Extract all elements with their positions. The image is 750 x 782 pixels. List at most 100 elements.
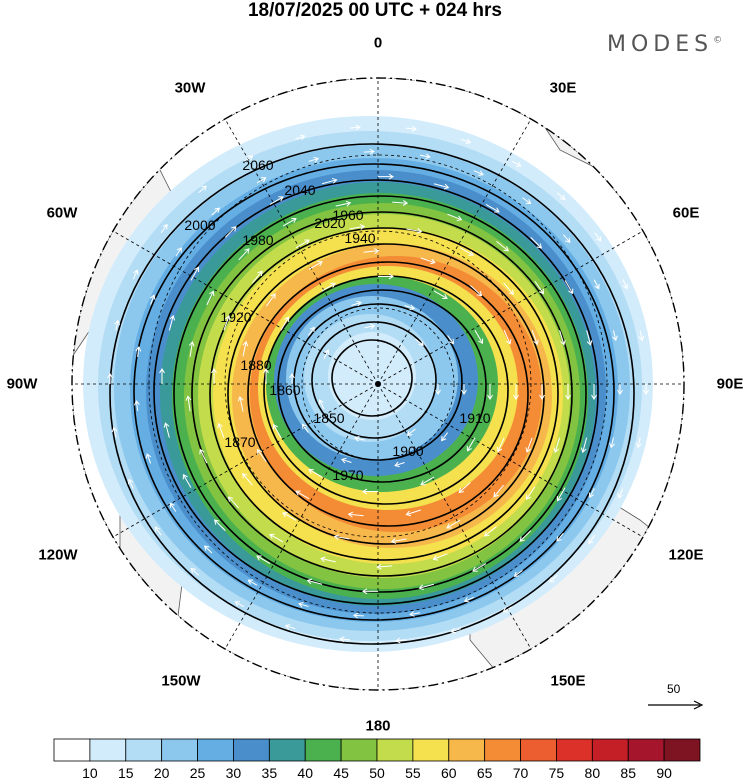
wind-arrow	[564, 280, 573, 294]
map-border	[71, 77, 685, 691]
wind-arrow-head	[533, 339, 539, 346]
wind-arrow-head	[176, 247, 182, 253]
wind-arrow-head	[306, 578, 313, 585]
contour-label: 2000	[184, 217, 215, 233]
wind-arrow	[589, 488, 595, 498]
wind-arrow	[405, 127, 417, 130]
wind-arrow	[394, 462, 405, 467]
wind-arrow	[588, 534, 596, 544]
wind-arrow	[308, 158, 319, 162]
wind-arrow-head	[318, 399, 324, 405]
wind-arrow-head	[289, 373, 295, 379]
wind-arrow-head	[309, 326, 315, 333]
wind-arrow	[467, 437, 476, 452]
wind-arrow-head	[635, 442, 642, 449]
wind-arrow-head	[159, 368, 165, 374]
wind-arrow-head	[362, 588, 368, 595]
wind-arrow-head	[594, 283, 600, 290]
wind-arrow	[406, 228, 422, 233]
wind-arrow	[154, 526, 162, 536]
wind-arrow	[354, 437, 365, 441]
wind-arrow-head	[374, 248, 380, 254]
wind-arrow-head	[282, 512, 288, 518]
wind-arrow	[285, 625, 296, 630]
wind-arrow	[242, 341, 247, 357]
wind-arrow-head	[513, 571, 520, 577]
wind-arrow	[404, 305, 415, 310]
wind-arrow-head	[149, 294, 156, 300]
colorbar-swatch	[89, 738, 127, 762]
meridian-2	[377, 230, 644, 385]
wind-arrow	[113, 427, 117, 438]
colorbar-tick: 40	[297, 765, 314, 781]
wind-arrow	[459, 247, 474, 256]
wind-arrow-head	[320, 556, 326, 563]
wind-arrow	[419, 583, 435, 589]
contour-label: 2060	[242, 157, 273, 173]
colorbar-swatch	[520, 738, 557, 762]
wind-arrow-head	[622, 283, 629, 290]
wind-arrow	[349, 225, 365, 230]
wind-arrow-head	[560, 194, 566, 201]
wind-arrow	[522, 197, 531, 205]
wind-arrow-head	[163, 422, 170, 428]
wind-arrow	[269, 534, 284, 543]
wind-arrow-head	[114, 319, 121, 326]
wind-arrow-head	[256, 555, 262, 561]
wind-arrow	[128, 479, 134, 489]
wind-arrow	[190, 267, 199, 281]
wind-arrow	[164, 423, 170, 438]
wind-arrow-head	[525, 447, 532, 453]
colorbar-tick: 85	[620, 765, 637, 781]
wind-arrow-head	[313, 156, 320, 163]
colorbar-tick: 90	[656, 765, 672, 781]
wind-arrow-head	[345, 200, 352, 207]
wind-arrow	[534, 280, 544, 294]
wind-arrow	[420, 476, 435, 486]
wind-arrow	[549, 574, 558, 583]
wind-arrow-head	[390, 538, 397, 544]
wind-arrow-head	[465, 138, 472, 145]
colorbar-tick: 25	[189, 765, 206, 781]
wind-arrow	[503, 606, 513, 613]
wind-arrow	[257, 449, 267, 463]
wind-arrow-head	[211, 368, 217, 374]
wind-arrow-head	[209, 290, 215, 297]
contour-label: 1910	[459, 410, 490, 426]
colorbar-swatch	[376, 738, 414, 762]
wind-arrow	[295, 239, 310, 249]
wind-arrow	[410, 612, 421, 616]
wind-arrow-head	[502, 607, 509, 613]
wind-arrow-head	[308, 468, 314, 475]
wind-arrow	[335, 202, 351, 207]
wind-arrow-head	[227, 496, 234, 502]
wind-arrow-head	[395, 637, 401, 644]
wind-arrow	[187, 396, 191, 412]
wind-arrow	[248, 579, 258, 586]
wind-arrow	[433, 553, 448, 560]
contour-label: 1860	[269, 382, 300, 398]
wind-arrow	[308, 261, 323, 270]
wind-arrow-head	[301, 423, 308, 430]
wind-arrow	[190, 568, 200, 576]
wind-arrow-head	[341, 457, 347, 464]
wind-arrow-head	[272, 423, 278, 430]
wind-arrow-head	[519, 536, 525, 542]
wind-arrow-head	[317, 261, 323, 267]
wind-arrow	[349, 126, 360, 129]
wind-arrow	[218, 423, 225, 439]
wind-arrow	[150, 294, 155, 305]
wind-arrow	[146, 453, 152, 464]
wind-arrow-head	[494, 207, 500, 213]
wind-arrow-head	[617, 493, 623, 499]
colorbar-swatch	[484, 738, 521, 762]
wind-arrow	[169, 503, 177, 512]
wind-arrow-head	[169, 502, 175, 509]
wind-arrow-head	[299, 134, 306, 141]
wind-arrow-head	[356, 300, 362, 307]
wind-arrow-head	[256, 448, 263, 455]
wind-arrow-head	[568, 288, 574, 295]
wind-arrow-head	[339, 636, 345, 643]
wind-arrow-head	[463, 597, 470, 603]
wind-arrow	[295, 490, 310, 500]
